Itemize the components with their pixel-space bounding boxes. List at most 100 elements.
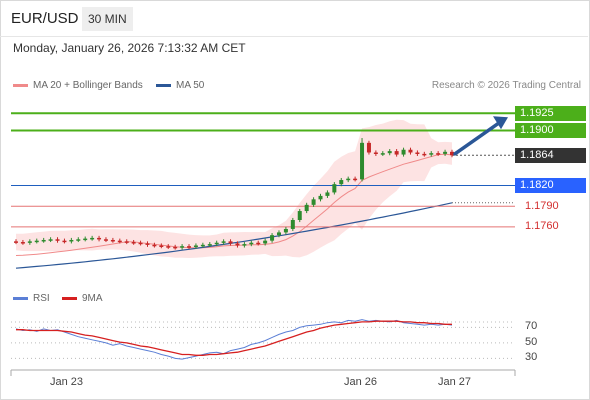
candle-body	[283, 228, 288, 233]
time-axis-label: Jan 26	[344, 376, 378, 388]
rsi-tick-label: 50	[525, 335, 538, 348]
candle-body	[152, 244, 157, 247]
time-axis-label: Jan 23	[50, 376, 84, 388]
ma50-swatch	[156, 83, 171, 87]
price-level-label: 1.1820	[515, 178, 586, 194]
header-bar: EUR/USD 30 MIN	[0, 0, 588, 37]
candle-body	[55, 239, 60, 241]
legend-ma50: MA 50	[156, 80, 204, 91]
candle-body	[360, 142, 365, 180]
candle-body	[297, 211, 302, 220]
candle-body	[394, 151, 399, 155]
candle-body	[103, 239, 108, 241]
price-level-label: 1.1925	[515, 105, 586, 121]
candle-body	[83, 238, 88, 241]
candle-body	[235, 243, 240, 246]
candle-body	[228, 241, 233, 244]
ma20-line	[15, 153, 453, 256]
price-level-label: 1.1864	[515, 147, 586, 163]
candle-body	[173, 246, 178, 249]
candle-body	[353, 178, 358, 181]
candle-body	[380, 153, 385, 155]
candle-body	[166, 246, 171, 248]
candle-body	[41, 239, 46, 242]
candle-body	[387, 151, 392, 154]
candle-body	[20, 242, 25, 244]
candle-body	[90, 237, 95, 240]
legend-bollinger-label: MA 20 + Bollinger Bands	[33, 80, 143, 91]
candle-body	[429, 153, 434, 155]
price-level-label: 1.1790	[525, 199, 559, 212]
candle-body	[290, 220, 295, 229]
timestamp: Monday, January 26, 2026 7:13:32 AM CET	[13, 41, 246, 55]
bollinger-band	[16, 119, 452, 258]
candle-body	[332, 184, 337, 193]
legend-9ma-label: 9MA	[82, 293, 103, 304]
candle-body	[69, 239, 74, 242]
candle-body	[401, 149, 406, 155]
candle-body	[14, 241, 18, 243]
legend-9ma: 9MA	[62, 293, 103, 304]
candle-body	[304, 204, 309, 212]
candle-body	[415, 152, 420, 154]
candle-body	[159, 245, 164, 247]
candle-body	[408, 149, 413, 153]
candle-body	[311, 199, 316, 205]
candle-body	[117, 240, 122, 243]
credit-text: Research © 2026 Trading Central	[431, 80, 581, 91]
legend-ma50-label: MA 50	[176, 80, 205, 91]
price-level-label: 1.1760	[525, 220, 559, 233]
ma50-line	[15, 202, 453, 269]
candle-body	[366, 142, 371, 153]
rsi-tick-label: 30	[525, 351, 538, 364]
time-axis-label: Jan 27	[438, 376, 472, 388]
candle-body	[436, 153, 441, 155]
rsi-swatch	[13, 296, 28, 300]
candle-body	[346, 178, 351, 181]
candle-body	[110, 239, 115, 242]
candle-body	[48, 239, 53, 241]
rsi-tick-label: 70	[525, 320, 538, 333]
legend-bollinger: MA 20 + Bollinger Bands	[13, 80, 143, 91]
candle-body	[450, 151, 454, 156]
forecast-arrow	[453, 120, 502, 156]
candle-body	[325, 192, 330, 196]
candle-body	[318, 195, 323, 200]
price-level-label: 1.1900	[515, 122, 586, 138]
candle-body	[249, 242, 254, 245]
timeframe-badge[interactable]: 30 MIN	[82, 7, 133, 31]
candle-body	[263, 240, 268, 244]
candle-body	[339, 180, 344, 185]
candle-body	[34, 240, 39, 243]
candle-body	[373, 152, 378, 154]
candle-body	[256, 242, 261, 245]
candle-body	[76, 239, 81, 241]
candle-body	[221, 241, 226, 243]
candle-body	[187, 246, 192, 248]
rsi-9ma-line	[16, 320, 452, 356]
candle-body	[443, 151, 448, 154]
instrument-title: EUR/USD	[11, 10, 79, 27]
ma9-swatch	[62, 296, 77, 300]
candle-body	[97, 237, 102, 240]
candle-body	[270, 235, 275, 241]
candle-body	[193, 245, 198, 247]
candle-body	[138, 242, 143, 245]
candle-body	[214, 242, 219, 245]
candle-body	[124, 241, 129, 243]
candle-body	[242, 244, 247, 246]
candle-body	[62, 240, 67, 243]
candle-body	[200, 244, 205, 247]
forecast-arrowhead	[493, 116, 508, 130]
legend-rsi: RSI	[13, 293, 50, 304]
candle-body	[145, 243, 150, 245]
candle-body	[422, 153, 427, 156]
candle-body	[207, 244, 212, 246]
legend-rsi-label: RSI	[33, 293, 50, 304]
candle-body	[180, 246, 185, 248]
candle-body	[276, 232, 281, 236]
candle-body	[27, 241, 32, 243]
candle-body	[131, 242, 136, 244]
bollinger-swatch	[13, 83, 28, 87]
